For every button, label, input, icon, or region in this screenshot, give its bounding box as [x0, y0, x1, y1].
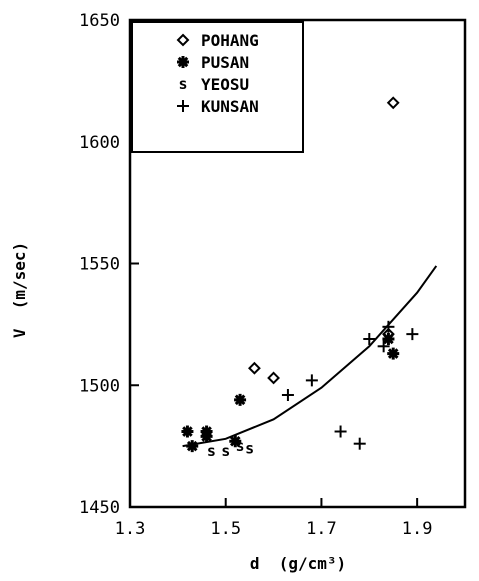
data-point-kunsan: [334, 425, 347, 438]
data-point-yeosu: s: [236, 437, 245, 455]
data-point-yeosu: s: [207, 442, 216, 460]
data-point-kunsan: [281, 388, 294, 401]
y-tick-label: 1650: [79, 11, 120, 31]
fit-curve: [182, 265, 438, 448]
legend-label: YEOSU: [201, 75, 249, 94]
data-point-kunsan: [382, 320, 395, 333]
data-point-pusan: [382, 332, 395, 345]
legend-marker-pusan: [177, 56, 189, 68]
data-point-pusan: [181, 425, 194, 438]
tick-labels: 1.3 1.5 1.7 1.9 1450 1500 1550 1600 1650: [79, 11, 432, 539]
data-point-pohang: [386, 96, 400, 110]
legend-label: KUNSAN: [201, 97, 259, 116]
data-point-kunsan: [363, 332, 376, 345]
x-axis-label: d (g/cm³): [250, 554, 346, 573]
y-tick-label: 1600: [79, 133, 120, 153]
x-tick-label: 1.3: [115, 519, 146, 539]
x-tick-label: 1.7: [306, 519, 337, 539]
data-point-yeosu: s: [221, 442, 230, 460]
legend-marker-yeosu: s: [178, 75, 187, 93]
fit-curve-group: [182, 265, 438, 448]
x-tick-label: 1.5: [210, 519, 241, 539]
data-point-kunsan: [305, 374, 318, 387]
y-axis-label: V (m/sec): [10, 242, 29, 338]
legend-marker-pohang: [176, 33, 190, 47]
data-point-pusan: [387, 347, 400, 360]
legend-label: POHANG: [201, 31, 259, 50]
x-tick-label: 1.9: [402, 519, 433, 539]
data-point-kunsan: [353, 437, 366, 450]
data-point-pusan: [186, 440, 199, 453]
legend-marker-kunsan: [177, 100, 189, 112]
legend-label: PUSAN: [201, 53, 249, 72]
data-point-pusan: [200, 430, 213, 443]
data-point-kunsan: [377, 340, 390, 353]
data-point-pusan: [234, 393, 247, 406]
legend: POHANG PUSAN s YEOSU KUNSAN: [131, 21, 304, 153]
data-point-kunsan: [406, 328, 419, 341]
data-point-yeosu: s: [245, 440, 254, 458]
data-point-pohang: [267, 371, 280, 385]
y-tick-label: 1550: [79, 255, 120, 275]
legend-box: [131, 21, 304, 153]
data-point-pusan: [229, 435, 242, 448]
y-tick-label: 1500: [79, 376, 120, 396]
data-point-pohang: [248, 361, 261, 375]
y-tick-label: 1450: [79, 498, 120, 518]
